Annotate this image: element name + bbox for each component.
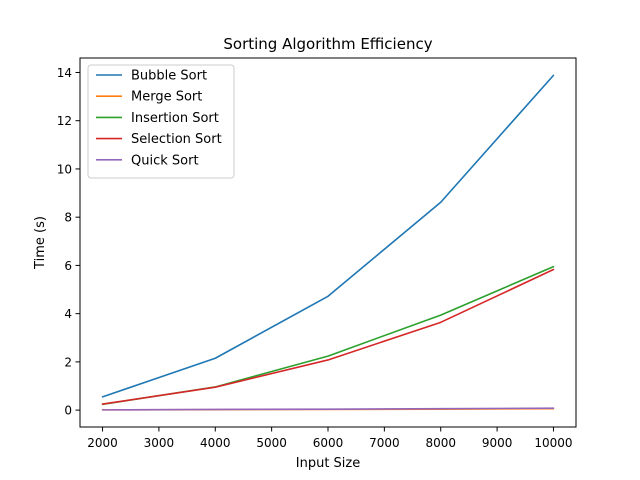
x-tick-label: 3000 bbox=[144, 436, 175, 450]
legend-label: Merge Sort bbox=[131, 90, 202, 105]
legend: Bubble Sort Merge Sort Insertion Sort Selec… bbox=[87, 64, 235, 179]
y-tick-label: 12 bbox=[57, 114, 72, 128]
legend-label: Selection Sort bbox=[131, 132, 222, 147]
legend-label: Quick Sort bbox=[131, 153, 199, 168]
x-tick-label: 2000 bbox=[87, 436, 118, 450]
plot-area bbox=[101, 74, 555, 411]
x-tick-label: 10000 bbox=[534, 436, 572, 450]
x-tick-label: 4000 bbox=[200, 436, 231, 450]
y-tick-label: 6 bbox=[64, 259, 72, 273]
x-tick-label: 9000 bbox=[482, 436, 513, 450]
x-tick-label: 8000 bbox=[425, 436, 456, 450]
y-axis-label: Time (s) bbox=[33, 216, 48, 270]
y-tick-label: 8 bbox=[64, 211, 72, 225]
y-tick-label: 0 bbox=[64, 404, 72, 418]
x-tick-label: 5000 bbox=[256, 436, 287, 450]
y-axis: 0 2 4 6 8 10 12 14 bbox=[57, 66, 80, 418]
chart-title: Sorting Algorithm Efficiency bbox=[223, 35, 432, 53]
legend-label: Insertion Sort bbox=[131, 111, 219, 126]
y-tick-label: 4 bbox=[64, 307, 72, 321]
series-line-quick-sort bbox=[101, 407, 555, 411]
y-tick-label: 10 bbox=[57, 162, 72, 176]
y-tick-label: 2 bbox=[64, 355, 72, 369]
series-line-selection-sort bbox=[101, 268, 555, 405]
x-tick-label: 7000 bbox=[369, 436, 400, 450]
y-tick-label: 14 bbox=[57, 66, 72, 80]
series-line-bubble-sort bbox=[101, 74, 555, 398]
legend-box bbox=[87, 64, 235, 179]
legend-label: Bubble Sort bbox=[131, 69, 207, 84]
x-tick-label: 6000 bbox=[313, 436, 344, 450]
x-axis: 2000 3000 4000 5000 6000 7000 8000 9000 10000 bbox=[87, 427, 573, 450]
x-axis-label: Input Size bbox=[296, 456, 360, 471]
